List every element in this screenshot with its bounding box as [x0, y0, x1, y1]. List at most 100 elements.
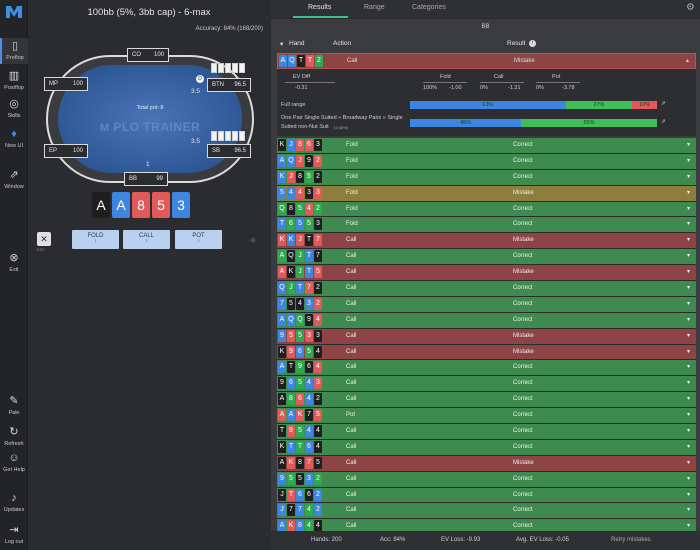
selected-hand-row[interactable]: A Q T T 2 Call Mistake ▴ [277, 53, 696, 69]
card: 8 [296, 456, 304, 469]
chevron-down-icon[interactable]: ▾ [686, 316, 690, 323]
card: 5 [287, 297, 295, 310]
card: T [306, 55, 314, 67]
sidebar-item-pale[interactable]: ✎ Pale [0, 393, 28, 419]
table-row[interactable]: K 9 6 5 4 Call Mistake ▾ [277, 344, 696, 361]
chevron-down-icon[interactable]: ▾ [686, 269, 690, 276]
card: 4 [314, 345, 322, 358]
chevron-down-icon[interactable]: ▾ [686, 142, 690, 148]
card: Q [288, 55, 296, 67]
sidebar-item-exit[interactable]: ⊗ Exit [0, 250, 28, 276]
chevron-down-icon[interactable]: ▾ [686, 221, 690, 228]
card: 6 [296, 345, 304, 358]
chevron-down-icon[interactable]: ▾ [686, 157, 690, 164]
sidebar-item-refresh[interactable]: ↻ Refresh [0, 424, 28, 450]
info-icon[interactable]: i [529, 40, 536, 47]
result-header[interactable]: Result [507, 40, 526, 47]
chevron-down-icon[interactable]: ▾ [686, 205, 690, 212]
sidebar-item-skills[interactable]: ◎ Skills [0, 96, 28, 122]
chevron-down-icon[interactable]: ▾ [686, 364, 690, 371]
tab-results[interactable]: Results [308, 4, 332, 11]
chevron-down-icon[interactable]: ▾ [686, 491, 690, 498]
chevron-down-icon[interactable]: ▾ [686, 396, 690, 403]
table-row[interactable]: A 8 6 4 2 Call Correct ▾ [277, 392, 696, 409]
sidebar-item-get-help[interactable]: ☺ Get Help [0, 450, 28, 476]
chevron-down-icon[interactable]: ▾ [686, 380, 690, 387]
chevron-down-icon[interactable]: ▾ [686, 285, 690, 292]
table-row[interactable]: K T T 6 4 Call Correct ▾ [277, 439, 696, 456]
sidebar-item-updates[interactable]: ♪ Updates [0, 490, 28, 516]
chevron-down-icon[interactable]: ▾ [686, 412, 690, 419]
eye-icon[interactable]: ◉ [250, 237, 257, 244]
hand-action: Fold [346, 157, 358, 164]
chevron-up-icon[interactable]: ▴ [685, 58, 689, 64]
table-row[interactable]: A Q J 9 2 Fold Correct ▾ [277, 153, 696, 170]
external-link-icon[interactable]: ⇗ [661, 119, 666, 125]
chevron-down-icon[interactable]: ▾ [686, 523, 690, 530]
chevron-down-icon[interactable]: ▾ [686, 173, 690, 180]
table-row[interactable]: A Q Q 9 4 Call Correct ▾ [277, 312, 696, 329]
table-logo-text: PLO TRAINER [113, 120, 201, 134]
card: 5 [287, 472, 295, 485]
table-row[interactable]: J T 6 6 2 Call Correct ▾ [277, 487, 696, 504]
table-row[interactable]: J 7 7 4 2 Call Correct ▾ [277, 503, 696, 520]
card: J [278, 504, 286, 517]
chevron-down-icon[interactable]: ▾ [686, 300, 690, 307]
chevron-down-icon[interactable]: ▾ [686, 459, 690, 466]
chevron-down-icon[interactable]: ▾ [686, 507, 690, 514]
fold-button[interactable]: FOLD 1 [72, 230, 119, 249]
table-row[interactable]: K K J T 7 Call Mistake ▾ [277, 233, 696, 250]
table-row[interactable]: A Q J T 7 Call Correct ▾ [277, 249, 696, 266]
seat-stack: 96.5 [234, 148, 246, 154]
action-header[interactable]: Action [333, 40, 352, 47]
sidebar-item-preflop[interactable]: ▯ Preflop [0, 38, 28, 64]
sidebar-item-window[interactable]: ⇗ Window [0, 167, 28, 193]
table-row[interactable]: 9 5 5 3 2 Call Correct ▾ [277, 471, 696, 488]
chevron-down-icon[interactable]: ▾ [686, 253, 690, 260]
sidebar-item-log-out[interactable]: ⇥ Log out [0, 522, 28, 548]
tab-range[interactable]: Range [364, 4, 385, 11]
table-row[interactable]: A A K 7 5 Pot Correct ▾ [277, 408, 696, 425]
external-link-icon[interactable]: ⇗ [661, 101, 666, 107]
sort-icon[interactable]: ▾ [280, 41, 284, 48]
card: T [278, 425, 286, 438]
chevron-down-icon[interactable]: ▾ [686, 332, 690, 339]
card: 3 [305, 472, 313, 485]
table-row[interactable]: K J 8 6 3 Fold Correct ▾ [277, 138, 696, 154]
pot-button[interactable]: POT 3 [175, 230, 222, 249]
table-row[interactable]: A K J T 5 Call Mistake ▾ [277, 265, 696, 282]
table-row[interactable]: 9 6 5 4 3 Call Correct ▾ [277, 376, 696, 393]
table-row[interactable]: Q J T 7 2 Call Correct ▾ [277, 281, 696, 297]
table-row[interactable]: T 9 5 4 4 Call Correct ▾ [277, 424, 696, 440]
card: 9 [287, 425, 295, 438]
table-row[interactable]: 5 4 4 3 3 Fold Mistake ▾ [277, 185, 696, 202]
table-row[interactable]: A T 9 6 4 Call Correct ▾ [277, 360, 696, 377]
tab-categories[interactable]: Categories [412, 4, 446, 11]
chevron-down-icon[interactable]: ▾ [686, 189, 690, 196]
call-button[interactable]: CALL 2 [123, 230, 170, 249]
sidebar-item-label: Preflop [6, 55, 24, 61]
sidebar-item-new-ui[interactable]: ♦ New UI [0, 126, 28, 152]
chevron-down-icon[interactable]: ▾ [686, 237, 690, 244]
chevron-down-icon[interactable]: ▾ [686, 428, 690, 435]
chevron-down-icon[interactable]: ▾ [686, 443, 690, 450]
card: 4 [287, 186, 295, 199]
sidebar-item-postflop[interactable]: ▥ Postflop [0, 68, 28, 94]
table-row[interactable]: A K 8 7 5 Call Mistake ▾ [277, 455, 696, 472]
card: A [278, 409, 286, 422]
hand-action: Fold [346, 221, 358, 228]
gear-icon[interactable]: ⚙ [686, 2, 695, 13]
table-row[interactable]: 7 5 4 3 2 Call Correct ▾ [277, 296, 696, 313]
table-row[interactable]: T 6 5 5 3 Fold Correct ▾ [277, 217, 696, 234]
table-row[interactable]: Q 8 5 4 2 Fold Correct ▾ [277, 201, 696, 218]
card: Q [278, 282, 286, 295]
hand-header[interactable]: Hand [289, 40, 305, 47]
table-row[interactable]: K J 8 5 2 Fold Correct ▾ [277, 169, 696, 186]
table-row[interactable]: 9 5 5 3 3 Call Mistake ▾ [277, 328, 696, 345]
chevron-down-icon[interactable]: ▾ [686, 348, 690, 355]
close-button[interactable]: ✕ [37, 232, 51, 246]
retry-mistakes-button[interactable]: Retry mistakes [611, 537, 651, 543]
category-label: One Pair Single Suited » Broadway Pairs … [281, 115, 403, 121]
chevron-down-icon[interactable]: ▾ [686, 475, 690, 482]
